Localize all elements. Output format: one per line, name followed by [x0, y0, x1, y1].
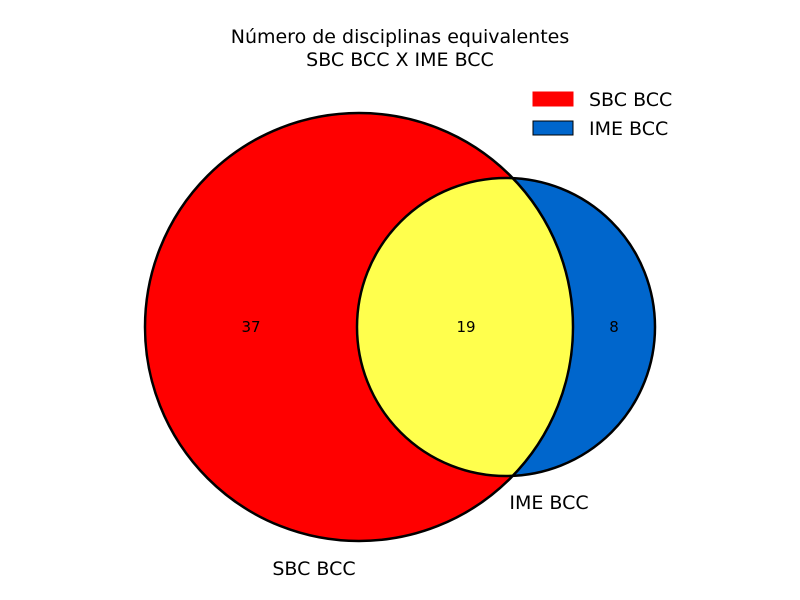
set-label-ime-bcc: IME BCC	[509, 492, 588, 514]
count-only-ime-bcc: 8	[609, 318, 619, 336]
count-only-sbc-bcc: 37	[241, 318, 260, 336]
chart-title-line-2: SBC BCC X IME BCC	[306, 49, 494, 71]
legend-swatch-sbc-bcc	[532, 91, 574, 107]
legend-label-sbc-bcc: SBC BCC	[589, 89, 672, 111]
legend: SBC BCC IME BCC	[532, 89, 672, 140]
chart-title-line-1: Número de disciplinas equivalentes	[230, 26, 570, 48]
legend-label-ime-bcc: IME BCC	[589, 118, 668, 140]
count-intersection: 19	[456, 318, 475, 336]
venn-intersection	[357, 178, 573, 476]
venn-outline-sbc-bcc	[143, 111, 575, 543]
legend-swatch-ime-bcc	[532, 120, 574, 136]
venn-outline-ime-bcc	[355, 176, 657, 478]
set-label-sbc-bcc: SBC BCC	[272, 558, 355, 580]
